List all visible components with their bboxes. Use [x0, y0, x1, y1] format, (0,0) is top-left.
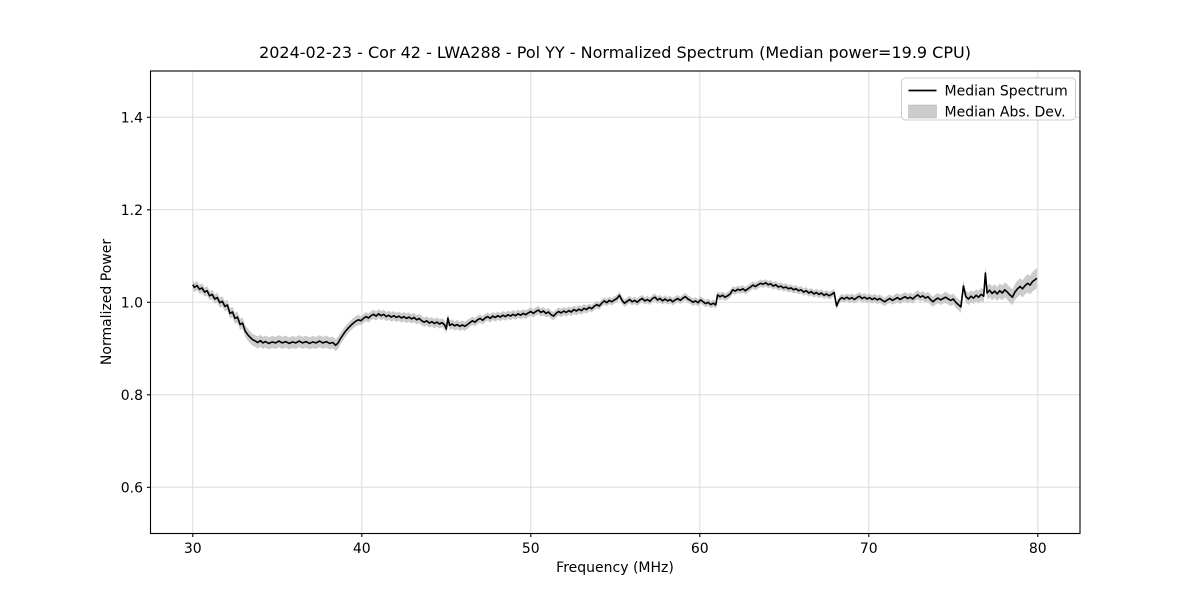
y-tick-label: 0.6	[121, 480, 143, 496]
x-tick-label: 70	[860, 541, 878, 557]
y-tick-label: 1.4	[121, 110, 143, 126]
median-spectrum-line	[192, 272, 1038, 347]
legend-patch-swatch	[908, 104, 937, 119]
chart-title: 2024-02-23 - Cor 42 - LWA288 - Pol YY - …	[259, 43, 971, 62]
legend: Median Spectrum Median Abs. Dev.	[901, 77, 1076, 121]
x-tick-label: 30	[184, 541, 202, 557]
x-tick-label: 50	[522, 541, 540, 557]
legend-box	[901, 77, 1076, 121]
y-tick-label: 1.0	[121, 295, 143, 311]
y-axis-ticks: 0.6 0.8 1.0 1.2 1.4	[121, 110, 151, 496]
x-axis-label: Frequency (MHz)	[556, 560, 674, 576]
x-tick-label: 80	[1029, 541, 1047, 557]
x-tick-label: 60	[691, 541, 709, 557]
legend-entry-label: Median Spectrum	[945, 84, 1068, 100]
legend-entry-label: Median Abs. Dev.	[945, 105, 1066, 121]
x-tick-label: 40	[353, 541, 371, 557]
y-tick-label: 1.2	[121, 203, 143, 219]
y-tick-label: 0.8	[121, 388, 143, 404]
x-axis-ticks: 30 40 50 60 70 80	[184, 533, 1047, 557]
y-axis-label: Normalized Power	[99, 239, 115, 365]
median-spectrum-path	[192, 272, 1038, 347]
